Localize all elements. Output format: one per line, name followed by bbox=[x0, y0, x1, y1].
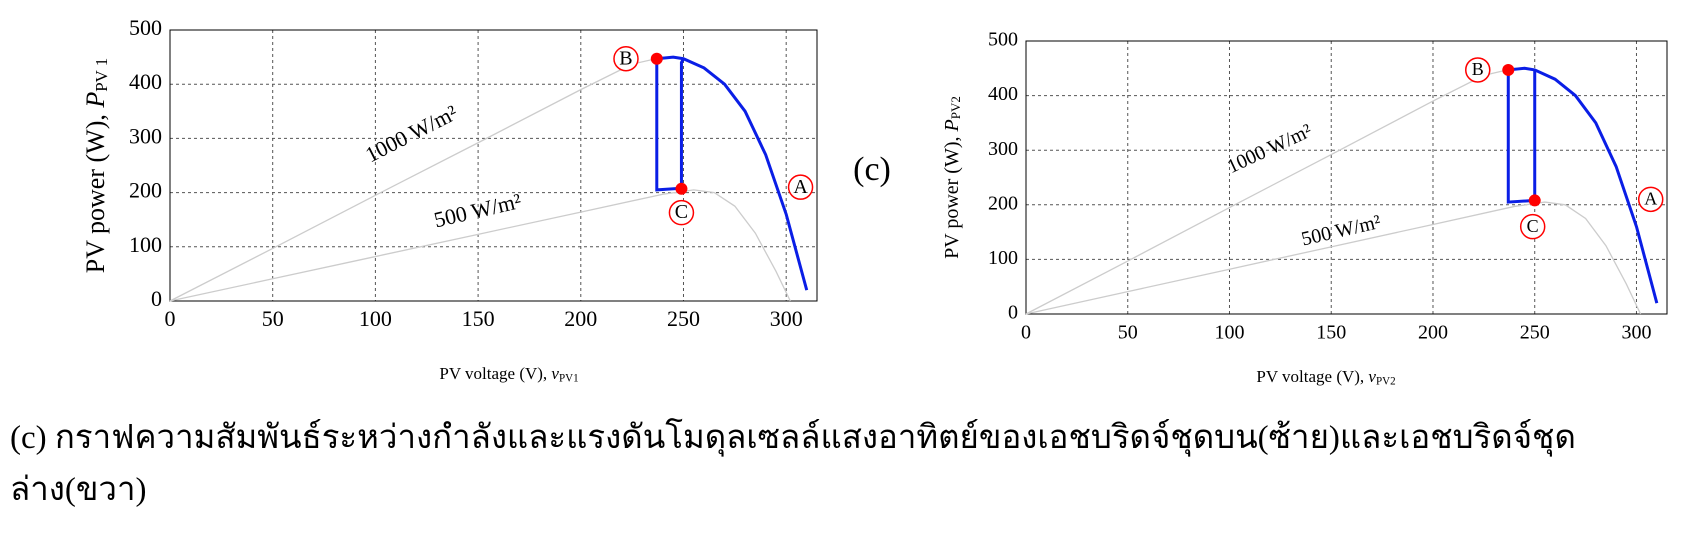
point-label: C bbox=[675, 201, 688, 223]
x-tick-label: 50 bbox=[262, 306, 284, 331]
y-axis-label: PV power (W), PPV2 bbox=[941, 96, 963, 259]
y-tick-label: 400 bbox=[129, 69, 162, 94]
y-tick-label: 0 bbox=[1008, 302, 1018, 324]
x-axis-label: PV voltage (V), vPV1 bbox=[439, 364, 578, 384]
point-label-circle bbox=[668, 199, 695, 226]
y-tick-label: 300 bbox=[988, 138, 1018, 160]
point-label-circle bbox=[613, 45, 639, 72]
y-axis-label-text: PV power (W), bbox=[941, 131, 963, 258]
y-tick-label: 200 bbox=[988, 192, 1018, 214]
x-axis-label-var: v bbox=[1368, 367, 1376, 386]
x-axis-label-sub: PV1 bbox=[559, 372, 579, 384]
plot-border bbox=[1025, 40, 1668, 315]
y-tick-label: 300 bbox=[129, 123, 162, 148]
series-line bbox=[655, 58, 685, 192]
y-tick-label: 100 bbox=[988, 247, 1018, 269]
y-axis-label-var: P bbox=[941, 119, 963, 132]
operating-point bbox=[1502, 63, 1515, 76]
point-label-circle bbox=[1519, 213, 1546, 240]
y-axis-label-var: P bbox=[81, 92, 110, 109]
point-label: B bbox=[619, 47, 632, 69]
series-line bbox=[656, 55, 809, 291]
y-axis-label-sub: PV2 bbox=[948, 96, 963, 119]
y-axis-label: PV power (W), PPV 1 bbox=[81, 58, 111, 273]
point-label: C bbox=[1527, 216, 1539, 236]
point-label-circle bbox=[1465, 57, 1491, 83]
series-line bbox=[1025, 201, 1642, 315]
point-label: A bbox=[793, 176, 808, 198]
x-axis-label-text: PV voltage (V), bbox=[1256, 367, 1368, 386]
caption: (c) กราฟความสัมพันธ์ระหว่างกำลังและแรงดั… bbox=[10, 420, 1576, 508]
x-tick-label: 250 bbox=[667, 306, 700, 331]
series-line bbox=[1025, 67, 1658, 315]
curve-label: 1000 W/m² bbox=[361, 100, 462, 168]
x-axis-label: PV voltage (V), vPV2 bbox=[1256, 367, 1395, 387]
y-tick-label: 400 bbox=[988, 83, 1018, 105]
point-label-circle bbox=[1637, 186, 1664, 213]
x-tick-label: 100 bbox=[359, 306, 392, 331]
point-label-circle bbox=[787, 174, 814, 200]
x-tick-label: 50 bbox=[1118, 322, 1138, 344]
operating-point bbox=[675, 182, 688, 195]
x-tick-label: 200 bbox=[564, 306, 597, 331]
plot-border bbox=[169, 29, 818, 302]
point-label: B bbox=[1472, 59, 1484, 79]
series-line bbox=[169, 56, 808, 302]
x-tick-label: 100 bbox=[1214, 322, 1244, 344]
y-tick-label: 500 bbox=[988, 29, 1018, 51]
y-axis-label-sub: PV 1 bbox=[92, 58, 111, 92]
operating-point bbox=[1528, 194, 1541, 207]
x-axis-label-sub: PV2 bbox=[1376, 375, 1396, 387]
x-tick-label: 150 bbox=[1316, 322, 1346, 344]
y-tick-label: 0 bbox=[151, 286, 162, 311]
operating-point bbox=[650, 52, 663, 65]
x-tick-label: 300 bbox=[1621, 322, 1651, 344]
x-axis-label-var: v bbox=[551, 364, 559, 383]
x-tick-label: 150 bbox=[462, 306, 495, 331]
y-axis-label-text: PV power (W), bbox=[81, 108, 110, 274]
x-tick-label: 0 bbox=[1021, 322, 1031, 344]
point-label: A bbox=[1644, 188, 1657, 208]
y-tick-label: 500 bbox=[129, 15, 162, 40]
x-tick-label: 0 bbox=[165, 306, 176, 331]
y-tick-label: 200 bbox=[129, 178, 162, 203]
series-line bbox=[1508, 66, 1659, 304]
x-axis-label-text: PV voltage (V), bbox=[439, 364, 551, 383]
x-tick-label: 300 bbox=[770, 306, 803, 331]
y-tick-label: 100 bbox=[129, 232, 162, 257]
series-line bbox=[1506, 69, 1537, 204]
x-tick-label: 250 bbox=[1520, 322, 1550, 344]
middle-label: (c) bbox=[853, 151, 891, 188]
x-tick-label: 200 bbox=[1418, 322, 1448, 344]
